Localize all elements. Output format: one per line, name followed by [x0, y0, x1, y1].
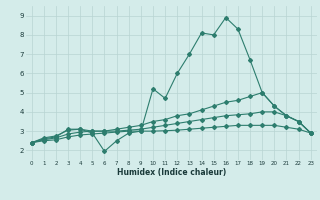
X-axis label: Humidex (Indice chaleur): Humidex (Indice chaleur) — [116, 168, 226, 177]
